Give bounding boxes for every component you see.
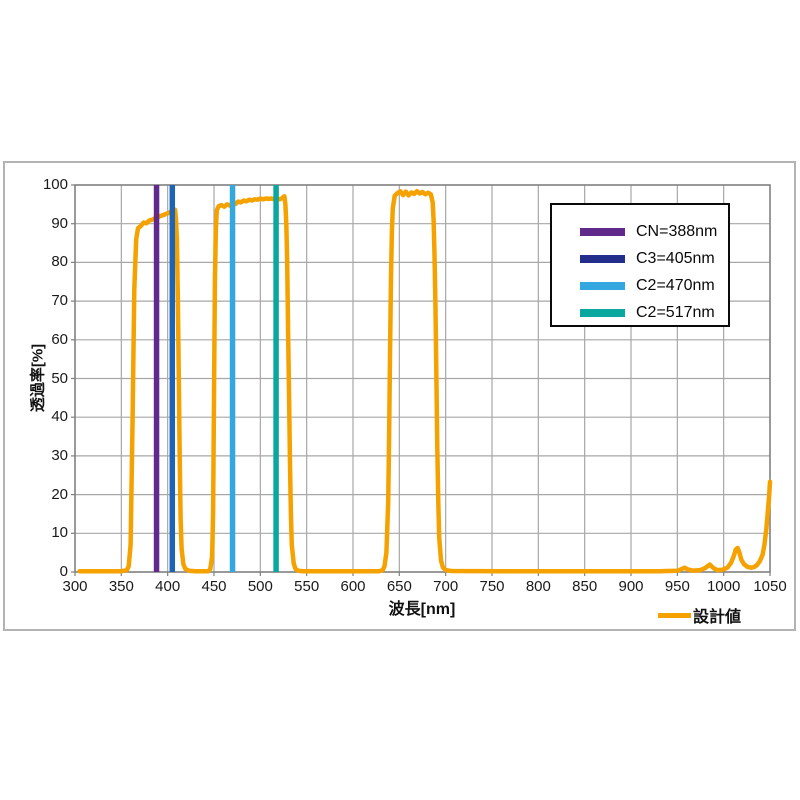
x-tick-label: 300: [62, 578, 88, 595]
legend-item-label: CN=388nm: [636, 222, 718, 240]
y-tick-label: 50: [51, 369, 68, 387]
legend-swatch-icon: [580, 308, 625, 317]
y-tick-label: 30: [51, 446, 68, 464]
x-tick-label: 550: [294, 578, 320, 595]
x-tick-label: 350: [108, 578, 134, 595]
x-tick-label: 850: [572, 578, 598, 595]
x-tick-label: 750: [479, 578, 505, 595]
y-tick-label: 70: [51, 292, 68, 310]
legend-item: C2=517nm: [552, 299, 728, 326]
x-axis-label: 波長[nm]: [388, 601, 456, 618]
x-tick-label: 800: [525, 578, 551, 595]
x-tick-label: 950: [664, 578, 690, 595]
y-tick-label: 40: [51, 408, 68, 426]
y-tick-label: 90: [51, 214, 68, 232]
legend-item: CN=388nm: [552, 218, 728, 245]
y-tick-label: 100: [42, 176, 68, 193]
x-tick-label: 400: [155, 578, 181, 595]
y-tick-label: 10: [51, 524, 68, 542]
y-tick-label: 80: [51, 253, 68, 271]
x-tick-label: 600: [340, 578, 366, 595]
x-tick-label: 1000: [706, 578, 741, 595]
legend-swatch-icon: [580, 281, 625, 290]
legend-swatch-icon: [580, 227, 625, 236]
x-tick-label: 700: [433, 578, 459, 595]
series-legend-label: 設計値: [693, 609, 742, 626]
series-legend-line-icon: [658, 612, 691, 618]
x-tick-label: 450: [201, 578, 227, 595]
legend-swatch-icon: [580, 254, 625, 263]
legend-item-label: C2=470nm: [636, 276, 715, 294]
y-tick-label: 60: [51, 330, 68, 348]
legend-box: CN=388nm C3=405nm C2=470nm C2=517nm: [550, 203, 730, 327]
y-axis-label: 透過率[%]: [29, 343, 47, 413]
design-value-curve: [77, 188, 773, 574]
x-tick-label: 1050: [753, 578, 787, 595]
series-legend: 設計値: [658, 603, 741, 627]
x-tick-label: 650: [386, 578, 412, 595]
legend-item: C3=405nm: [552, 245, 728, 272]
x-tick-label: 500: [247, 578, 273, 595]
x-tick-label: 900: [618, 578, 644, 595]
y-tick-label: 0: [59, 563, 68, 580]
legend-item-label: C3=405nm: [636, 249, 715, 267]
y-tick-label: 20: [51, 485, 68, 503]
legend-item: C2=470nm: [552, 272, 728, 299]
legend-item-label: C2=517nm: [636, 303, 715, 321]
